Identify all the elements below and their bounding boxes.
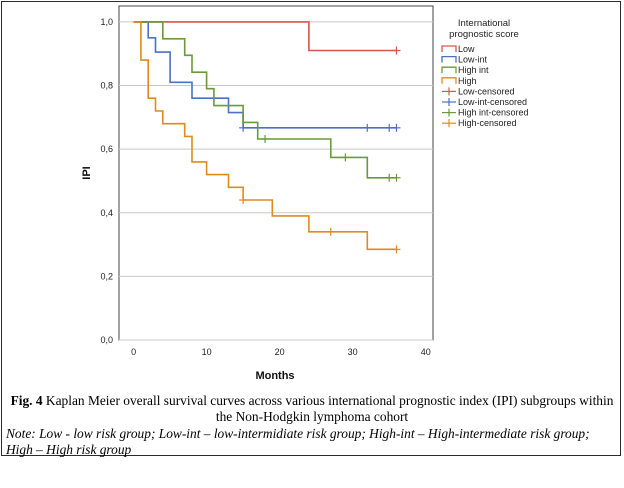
legend-item: High int <box>441 65 489 75</box>
censor-mark-high <box>239 196 248 205</box>
y-tick-labels: 0,0 0,2 0,4 0,6 0,8 1,0 <box>100 17 113 345</box>
y-tick-label: 0,2 <box>100 271 113 281</box>
y-axis-title: IPI <box>81 166 93 179</box>
legend-title-line-2: prognostic score <box>449 29 519 40</box>
y-tick-label: 0,6 <box>100 144 113 154</box>
legend-label: Low-int-censored <box>458 97 527 107</box>
censor-mark-high <box>326 227 335 236</box>
legend-title-line-1: International <box>458 18 510 29</box>
legend-item: High <box>441 76 477 86</box>
curve-low-int <box>133 21 397 129</box>
censor-mark-high <box>392 245 401 254</box>
curve-high-int <box>133 21 397 179</box>
survival-curves <box>133 21 401 254</box>
figure-caption: Fig. 4 Kaplan Meier overall survival cur… <box>6 393 618 425</box>
legend-swatch-line <box>441 77 457 84</box>
censor-mark-low-int <box>239 123 248 132</box>
legend-label: Low <box>458 44 475 54</box>
censor-mark-low-int <box>385 123 394 132</box>
x-tick-label: 20 <box>275 347 285 357</box>
curve-high <box>133 21 397 251</box>
legend-swatch-line <box>441 66 457 74</box>
plot-area <box>118 5 434 341</box>
legend-label: High int <box>458 65 489 75</box>
legend-swatch-line <box>441 45 457 52</box>
x-tick-label: 40 <box>421 347 431 357</box>
censor-mark-high-int <box>385 173 394 182</box>
x-tick-labels: 0 10 20 30 40 <box>131 347 431 357</box>
y-tick-label: 0,8 <box>100 81 113 91</box>
legend-item: Low-int-censored <box>442 97 527 107</box>
x-tick-label: 10 <box>202 347 212 357</box>
x-tick-label: 30 <box>348 347 358 357</box>
caption-label: Fig. 4 <box>10 393 43 408</box>
legend-item: Low <box>441 44 475 54</box>
y-tick-label: 0,4 <box>100 208 113 218</box>
legend-label: Low-int <box>458 55 488 65</box>
legend-label: High int-censored <box>458 108 529 118</box>
censor-mark-high-int <box>341 153 350 162</box>
figure-note: Note: Low - low risk group; Low-int – lo… <box>6 426 590 457</box>
curve-low <box>133 21 397 52</box>
legend-label: High-censored <box>458 118 517 128</box>
legend-swatch-line <box>441 55 457 63</box>
legend-item: High int-censored <box>442 108 529 118</box>
censor-mark-high-int <box>392 173 401 182</box>
legend-item: Low-int <box>441 55 488 65</box>
legend-item: High-censored <box>442 118 517 128</box>
y-tick-label: 0,0 <box>100 335 113 345</box>
censor-mark-low-int <box>363 123 372 132</box>
legend-label: Low-censored <box>458 86 515 96</box>
km-survival-chart: 0,00,20,40,60,81,0 0 10 20 30 40 IPI Months … <box>81 5 529 382</box>
x-axis-title: Months <box>255 370 294 382</box>
legend: International prognostic score LowLow-in… <box>441 18 529 128</box>
caption-text: Kaplan Meier overall survival curves acr… <box>42 393 614 424</box>
x-tick-label: 0 <box>131 347 136 357</box>
censor-mark-low <box>392 46 401 55</box>
legend-item: Low-censored <box>442 86 515 96</box>
censor-mark-high-int <box>261 134 270 143</box>
y-tick-label: 1,0 <box>100 17 113 27</box>
censor-mark-low-int <box>392 123 401 132</box>
legend-label: High <box>458 76 477 86</box>
